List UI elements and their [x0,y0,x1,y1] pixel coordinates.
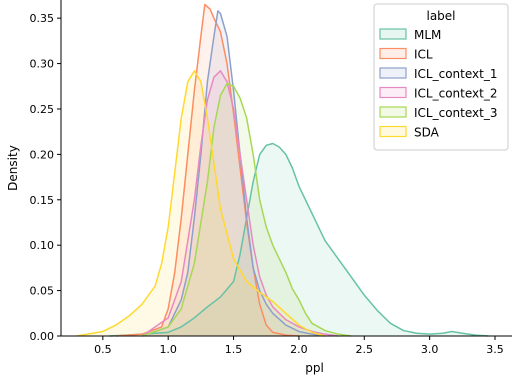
legend-entry-label: ICL_context_1 [414,67,497,81]
series-line-icl [115,3,299,337]
y-tick-label: 0.15 [30,194,55,207]
y-tick-label: 0.05 [30,285,55,298]
legend-entry-label: ICL [414,48,433,62]
legend-entry-label: ICL_context_3 [414,106,497,120]
y-tick-label: 0.20 [30,148,55,161]
x-tick-label: 2.5 [356,343,374,356]
legend-entry-label: ICL_context_2 [414,87,497,101]
legend-box [373,3,509,151]
legend-swatch [379,86,407,99]
y-axis-label: Density [6,145,20,191]
series-area-icl-context-1 [142,10,326,337]
legend-title: label [426,9,455,23]
legend-swatch [379,28,407,40]
x-tick-label: 1.0 [159,343,177,356]
legend-entry-label: MLM [414,28,441,42]
series-line-sda [76,70,326,337]
y-tick-label: 0.35 [30,12,55,25]
x-axis-label: ppl [305,361,324,375]
series-line-icl-context-2 [141,70,339,337]
x-tick-label: 3.5 [486,343,504,356]
y-tick-label: 0.10 [30,239,55,252]
legend-entry-label: SDA [414,126,440,140]
legend-swatch [379,106,407,118]
x-tick-label: 3.0 [421,343,439,356]
series-area-icl [115,4,299,336]
series-area-icl-context-3 [142,83,352,336]
x-tick-label: 0.5 [94,343,112,356]
y-tick-label: 0.00 [30,330,55,343]
x-tick-label: 1.5 [225,343,243,356]
series-line-icl-context-1 [141,10,326,337]
series-area-icl-context-2 [142,70,339,336]
series-line-icl-context-3 [141,82,352,337]
legend-swatch [379,125,407,138]
legend-swatch [379,47,407,60]
y-tick-label: 0.25 [30,103,55,116]
series-area-mlm [109,143,489,336]
legend-swatch [379,67,407,79]
y-tick-label: 0.30 [30,58,55,71]
series-line-mlm [109,142,489,337]
series-area-sda [76,70,326,336]
x-tick-label: 2.0 [290,343,308,356]
